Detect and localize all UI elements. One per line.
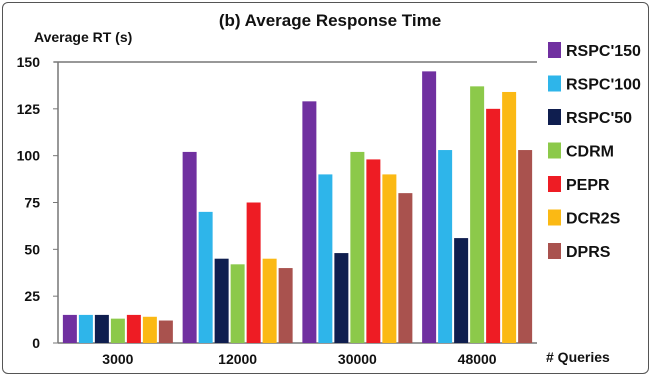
bar — [126, 314, 141, 343]
bar — [142, 316, 157, 343]
x-tick-label: 12000 — [218, 351, 257, 367]
x-tick-label: 3000 — [102, 351, 133, 367]
legend-swatch — [548, 142, 561, 159]
bar — [182, 151, 197, 343]
legend-label: RSPC'150 — [566, 43, 641, 60]
bar — [438, 150, 453, 343]
bar — [110, 318, 125, 343]
bar — [62, 314, 77, 343]
legend-label: RSPC'50 — [566, 110, 632, 127]
bar — [470, 86, 485, 343]
legend-label: CDRM — [566, 144, 614, 161]
bar — [486, 108, 501, 343]
legend-label: PEPR — [566, 177, 610, 194]
legend-label: RSPC'100 — [566, 77, 641, 94]
bar — [230, 264, 245, 343]
bar — [198, 211, 213, 343]
bar — [94, 314, 109, 343]
y-tick-label: 150 — [17, 54, 41, 70]
y-tick-label: 50 — [24, 241, 40, 257]
y-axis-label: Average RT (s) — [34, 29, 132, 45]
bar — [502, 91, 517, 344]
bars — [62, 71, 533, 344]
bar — [366, 159, 381, 343]
legend-swatch — [548, 243, 561, 259]
bar — [158, 320, 173, 343]
bar — [518, 150, 533, 343]
bar — [334, 253, 349, 343]
legend-swatch — [548, 209, 561, 226]
x-tick-label: 48000 — [458, 351, 497, 367]
bar — [302, 101, 317, 343]
legend-swatch — [548, 42, 561, 58]
bar — [246, 202, 261, 343]
bar — [278, 268, 293, 343]
y-tick-label: 125 — [17, 101, 41, 117]
legend-swatch — [548, 75, 561, 92]
bar — [398, 193, 413, 343]
legend-label: DPRS — [566, 244, 611, 261]
y-tick-label: 0 — [32, 335, 40, 351]
bar — [382, 174, 397, 343]
x-axis-label: # Queries — [546, 349, 610, 365]
x-tick-label: 30000 — [338, 351, 377, 367]
legend-swatch — [548, 109, 561, 125]
y-tick-label: 75 — [24, 195, 40, 211]
bar — [454, 238, 469, 343]
bar — [350, 151, 365, 343]
legend: RSPC'150 RSPC'100 RSPC'50 CDRM PEPR DCR2S DPRS — [548, 42, 641, 261]
chart-frame — [2, 2, 649, 374]
bar — [214, 258, 229, 343]
chart-title: (b) Average Response Time — [219, 11, 441, 30]
bar — [78, 314, 93, 343]
bar — [262, 258, 277, 343]
legend-label: DCR2S — [566, 211, 621, 228]
bar — [422, 71, 437, 343]
legend-swatch — [548, 176, 561, 192]
axes: 0 25 50 75 100 125 150 3000 12000 30000 48000 — [17, 54, 537, 367]
y-tick-label: 25 — [24, 288, 40, 304]
y-tick-label: 100 — [17, 148, 41, 164]
bar — [318, 174, 333, 343]
